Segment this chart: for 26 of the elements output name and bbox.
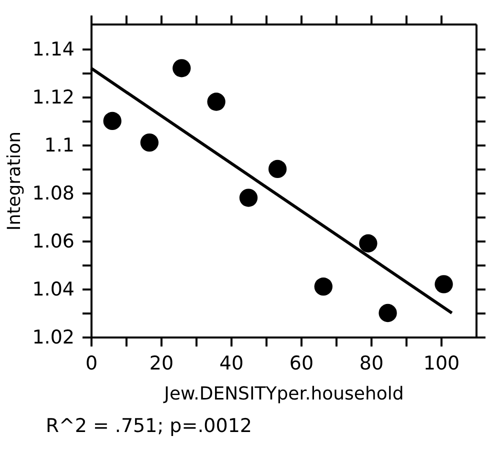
x-tick-label: 80 bbox=[359, 352, 384, 374]
x-tick-label: 100 bbox=[423, 352, 460, 374]
x-tick-label: 20 bbox=[149, 352, 174, 374]
point bbox=[268, 160, 287, 178]
y-axis-title: Integration bbox=[4, 131, 26, 231]
point bbox=[314, 278, 332, 296]
x-axis-title: Jew.DENSITYper.household bbox=[163, 384, 404, 404]
y-tick-label: 1.06 bbox=[32, 230, 74, 252]
point bbox=[359, 234, 378, 252]
x-tick-label: 40 bbox=[219, 352, 244, 374]
y-tick-label: 1.04 bbox=[32, 278, 74, 300]
x-tick-label: 60 bbox=[289, 352, 314, 374]
y-tick-label: 1.14 bbox=[32, 38, 74, 60]
point bbox=[172, 59, 191, 78]
point bbox=[207, 92, 226, 111]
point bbox=[434, 275, 453, 294]
y-tick-label: 1.02 bbox=[32, 326, 74, 348]
y-tick-label: 1.08 bbox=[32, 182, 74, 204]
point bbox=[140, 134, 159, 152]
y-tick-label: 1.12 bbox=[32, 86, 74, 108]
point bbox=[239, 188, 258, 207]
point bbox=[378, 304, 397, 322]
point bbox=[103, 112, 122, 130]
text: R^2 = .751; p=.0012 bbox=[46, 415, 252, 437]
y-tick-label: 1.1 bbox=[44, 134, 74, 156]
x-tick-label: 0 bbox=[85, 352, 98, 374]
